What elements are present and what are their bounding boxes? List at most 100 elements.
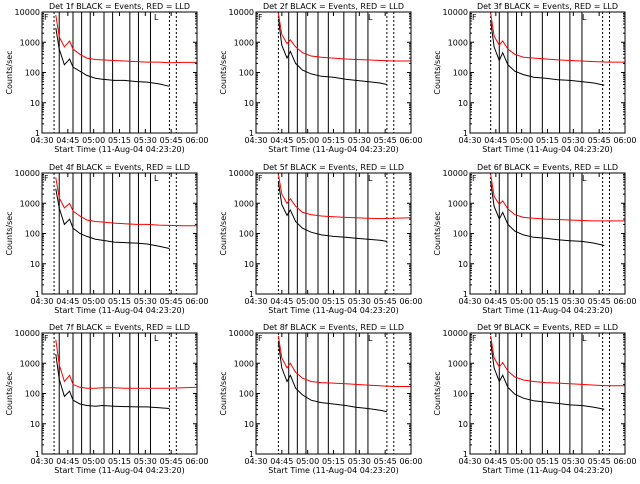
legend-marker-l: L bbox=[368, 13, 373, 22]
y-axis-label: Counts/sec bbox=[219, 50, 228, 94]
x-tick-label: 04:30 bbox=[30, 457, 53, 466]
legend-marker-l: L bbox=[368, 334, 373, 343]
x-tick-label: 04:30 bbox=[244, 297, 267, 306]
y-tick-label: 10 bbox=[458, 420, 468, 429]
x-tick-label: 05:15 bbox=[322, 297, 345, 306]
y-tick-label: 1 bbox=[35, 450, 40, 459]
lld-series-line bbox=[490, 13, 625, 63]
detector-plot: 1 10 100 1000 10000 04:30 04:45 05:00 05:15 05:30… bbox=[5, 163, 209, 315]
x-tick-label: 05:30 bbox=[562, 136, 585, 145]
x-axis-label: Start Time (11-Aug-04 04:23:20) bbox=[268, 145, 399, 154]
x-tick-label: 04:45 bbox=[484, 136, 507, 145]
x-tick-label: 05:00 bbox=[296, 297, 319, 306]
x-tick-label: 04:45 bbox=[270, 457, 293, 466]
y-tick-label: 10 bbox=[30, 99, 40, 108]
detector-plot: 1 10 100 1000 10000 04:30 04:45 05:00 05:15 05:30… bbox=[219, 163, 423, 315]
y-tick-label: 1000 bbox=[234, 199, 254, 208]
x-tick-label: 06:00 bbox=[185, 297, 208, 306]
x-tick-label: 05:45 bbox=[160, 457, 183, 466]
x-tick-label: 04:30 bbox=[458, 136, 481, 145]
y-tick-label: 10000 bbox=[443, 8, 468, 17]
x-tick-label: 05:00 bbox=[82, 297, 105, 306]
x-tick-label: 05:30 bbox=[348, 136, 371, 145]
y-axis-label: Counts/sec bbox=[433, 371, 442, 415]
y-tick-label: 1000 bbox=[448, 38, 468, 47]
lld-series-line bbox=[55, 177, 197, 227]
x-tick-label: 04:30 bbox=[30, 297, 53, 306]
y-tick-label: 100 bbox=[25, 390, 40, 399]
events-series-line bbox=[55, 27, 170, 87]
x-tick-label: 05:45 bbox=[588, 136, 611, 145]
events-series-line bbox=[277, 342, 388, 413]
plot-frame bbox=[41, 172, 198, 295]
y-tick-label: 1 bbox=[35, 290, 40, 299]
y-tick-label: 10000 bbox=[443, 169, 468, 178]
events-series-line bbox=[55, 354, 170, 409]
y-tick-label: 10 bbox=[30, 420, 40, 429]
events-series-line bbox=[277, 182, 387, 242]
legend-marker-f: F bbox=[258, 334, 263, 343]
y-tick-label: 10000 bbox=[229, 8, 254, 17]
x-tick-label: 05:30 bbox=[348, 297, 371, 306]
x-tick-label: 04:45 bbox=[56, 457, 79, 466]
legend-marker-f: F bbox=[472, 13, 477, 22]
x-tick-label: 05:45 bbox=[160, 297, 183, 306]
lld-series-line bbox=[277, 13, 411, 62]
plot-title: Det 4f BLACK = Events, RED = LLD bbox=[49, 163, 190, 172]
y-tick-label: 1 bbox=[35, 129, 40, 138]
plot-title: Det 7f BLACK = Events, RED = LLD bbox=[49, 323, 190, 332]
x-tick-label: 05:15 bbox=[536, 297, 559, 306]
legend-marker-l: L bbox=[582, 13, 587, 22]
plot-title: Det 8f BLACK = Events, RED = LLD bbox=[263, 323, 404, 332]
y-tick-label: 1000 bbox=[20, 38, 40, 47]
lld-series-line bbox=[277, 335, 411, 387]
y-tick-label: 10 bbox=[458, 260, 468, 269]
x-tick-label: 05:00 bbox=[82, 457, 105, 466]
plot-frame bbox=[41, 11, 198, 134]
x-tick-label: 04:45 bbox=[56, 297, 79, 306]
legend-marker-f: F bbox=[44, 174, 49, 183]
lld-series-line bbox=[277, 174, 412, 220]
x-tick-label: 05:30 bbox=[134, 457, 157, 466]
y-tick-label: 100 bbox=[25, 69, 40, 78]
x-tick-label: 06:00 bbox=[399, 457, 422, 466]
x-tick-label: 05:30 bbox=[562, 457, 585, 466]
x-tick-label: 05:45 bbox=[160, 136, 183, 145]
y-axis-label: Counts/sec bbox=[5, 50, 14, 94]
x-tick-label: 05:45 bbox=[374, 136, 397, 145]
legend-marker-l: L bbox=[154, 334, 159, 343]
y-tick-label: 1000 bbox=[448, 359, 468, 368]
y-axis-label: Counts/sec bbox=[433, 50, 442, 94]
x-tick-label: 05:15 bbox=[322, 136, 345, 145]
x-tick-label: 06:00 bbox=[185, 136, 208, 145]
y-tick-label: 100 bbox=[453, 69, 468, 78]
detector-plot: 1 10 100 1000 10000 04:30 04:45 05:00 05:15 05:30… bbox=[5, 2, 209, 154]
y-tick-label: 10 bbox=[244, 420, 254, 429]
x-tick-label: 05:30 bbox=[134, 136, 157, 145]
plot-title: Det 1f BLACK = Events, RED = LLD bbox=[49, 2, 190, 11]
lld-series-line bbox=[55, 14, 197, 64]
legend-marker-l: L bbox=[154, 174, 159, 183]
y-tick-label: 10000 bbox=[15, 169, 40, 178]
x-axis-label: Start Time (11-Aug-04 04:23:20) bbox=[482, 306, 613, 315]
y-tick-label: 100 bbox=[239, 230, 254, 239]
y-tick-label: 100 bbox=[239, 69, 254, 78]
x-tick-label: 05:00 bbox=[82, 136, 105, 145]
legend-marker-l: L bbox=[582, 334, 587, 343]
lld-series-line bbox=[490, 335, 625, 387]
y-tick-label: 100 bbox=[25, 230, 40, 239]
x-axis-label: Start Time (11-Aug-04 04:23:20) bbox=[268, 306, 399, 315]
x-tick-label: 06:00 bbox=[613, 136, 636, 145]
y-tick-label: 1000 bbox=[234, 38, 254, 47]
y-tick-label: 10000 bbox=[443, 329, 468, 338]
detector-plot: 1 10 100 1000 10000 04:30 04:45 05:00 05:15 05:30… bbox=[5, 323, 209, 475]
x-tick-label: 06:00 bbox=[399, 136, 422, 145]
legend-marker-f: F bbox=[472, 174, 477, 183]
x-tick-label: 06:00 bbox=[613, 457, 636, 466]
y-tick-label: 10 bbox=[244, 260, 254, 269]
legend-marker-f: F bbox=[258, 13, 263, 22]
y-axis-label: Counts/sec bbox=[433, 211, 442, 255]
y-tick-label: 10 bbox=[458, 99, 468, 108]
lld-series-line bbox=[55, 339, 198, 389]
